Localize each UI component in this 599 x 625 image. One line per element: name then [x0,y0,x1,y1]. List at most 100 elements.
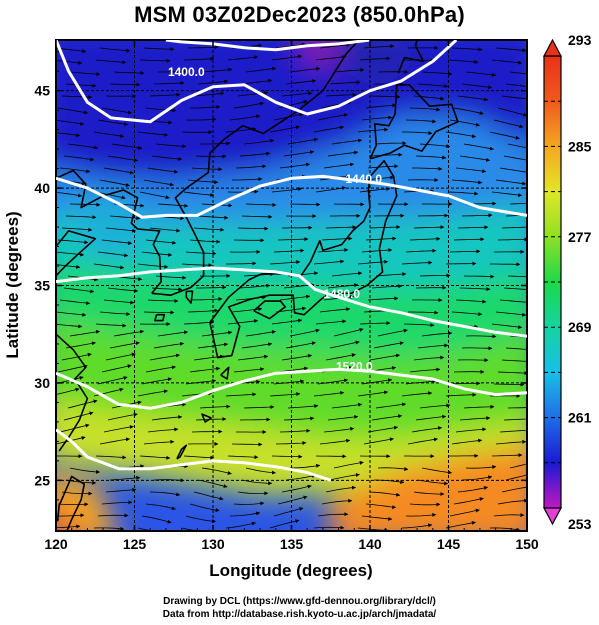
streamline-345 [239,417,271,422]
coastline-5 [397,40,425,74]
streamline-39 [329,80,361,85]
streamline-323 [225,392,257,397]
streamline-344 [195,417,227,422]
streamline-403 [373,479,405,484]
contour-label-3: 1520.0 [336,359,373,373]
streamline-426 [409,502,441,507]
streamline-181 [277,237,309,242]
streamline-375 [95,455,127,460]
streamline-300 [189,366,221,373]
streamline-157 [197,215,229,220]
streamline-392 [377,466,409,471]
streamline-321 [137,389,168,397]
streamline-293 [369,353,400,361]
streamline-335 [287,404,319,409]
streamline-10 [495,47,527,53]
streamline-62 [365,103,397,109]
streamline-291 [281,353,312,361]
streamline-279 [241,342,273,349]
coastline-12 [201,413,212,423]
streamline-56 [101,107,132,115]
streamline-283 [417,343,449,349]
streamline-201 [181,263,213,268]
credits: Drawing by DCL (https://www.gfd-dennou.o… [0,595,599,621]
streamline-347 [327,414,359,421]
streamline-384 [491,453,523,458]
streamline-334 [243,405,275,410]
streamline-246 [231,307,263,313]
streamline-91 [200,141,231,146]
streamline-165 [61,227,93,232]
grid-lines [56,40,527,531]
streamline-408 [105,487,137,493]
streamline-204 [313,259,345,265]
streamline-220 [63,287,95,294]
streamline-245 [187,308,219,313]
streamline-179 [189,239,221,244]
streamline-346 [283,416,315,421]
streamline-26 [245,66,277,73]
streamline-315 [361,378,393,385]
streamline-311 [185,378,217,385]
streamline-53 [457,95,489,102]
streamline-168 [193,227,225,232]
streamline-198 [56,264,81,269]
y-tick-label-35: 35 [34,278,50,294]
streamline-154 [65,215,97,220]
streamline-353 [103,425,134,433]
streamline-424 [321,498,353,505]
streamline-217 [419,273,451,278]
streamline-21 [491,59,523,65]
streamline-183 [365,236,397,241]
streamline-377 [183,455,215,460]
streamline-169 [237,226,269,231]
streamline-389 [245,467,276,475]
streamline-430 [97,513,129,518]
streamline-298 [101,364,132,373]
streamline-222 [151,287,183,292]
streamline-30 [421,71,453,76]
streamline-443 [181,527,213,531]
streamline-446 [313,525,345,530]
streamline-106 [371,152,403,157]
streamline-431 [141,515,172,524]
streamline-445 [269,519,300,529]
contour-label-2: 1480.0 [323,287,360,301]
streamline-238 [367,296,399,301]
streamline-162 [417,213,449,218]
streamline-79 [137,131,169,137]
streamline-125 [232,177,263,182]
streamline-38 [285,79,317,85]
streamline-95 [375,141,407,146]
streamline-401 [285,474,316,481]
streamline-310 [141,377,172,385]
coastline-11 [176,444,188,460]
streamline-234 [191,297,223,302]
streamline-221 [107,287,139,293]
streamline-32 [509,71,527,75]
streamline-250 [408,310,439,315]
streamline-296 [501,359,527,362]
streamline-260 [359,321,391,326]
streamline-66 [56,119,85,126]
contour-line-4 [165,40,371,52]
x-tick-label-130: 130 [201,536,225,552]
axes: 120 125 130 135 140 145 150 25 30 35 40 45 [34,40,539,552]
streamline-278 [197,342,229,349]
streamline-124 [187,179,219,185]
y-tick-label-40: 40 [34,180,50,196]
streamline-25 [201,67,233,73]
streamline-143 [69,202,101,207]
streamline-202 [226,261,257,266]
streamline-148 [289,202,321,207]
streamline-251 [451,311,483,317]
y-tick-label-30: 30 [34,375,50,391]
streamline-54 [501,95,527,100]
streamline-115 [279,162,311,169]
y-axis-label: Latitude (degrees) [3,211,22,358]
streamline-128 [363,175,395,181]
streamline-74 [405,119,437,124]
streamline-373 [495,439,527,445]
streamline-276 [109,341,140,349]
streamline-76 [493,119,524,129]
